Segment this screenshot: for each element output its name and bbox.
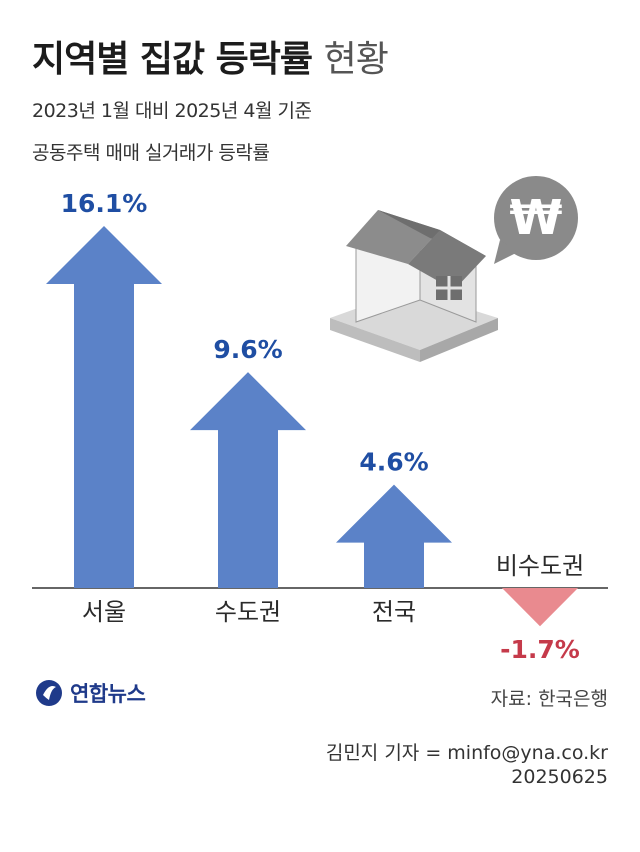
value-label-nationwide: 4.6% <box>359 448 428 477</box>
bar-capital-area <box>190 372 306 588</box>
subtitle-period: 2023년 1월 대비 2025년 4월 기준 <box>32 100 312 122</box>
title-suffix: 현황 <box>323 39 389 80</box>
house-icon <box>330 210 498 362</box>
bar-non-capital-area <box>502 588 578 627</box>
bar-seoul <box>46 226 162 588</box>
bar-nationwide <box>336 484 452 588</box>
yonhap-logo-icon <box>36 680 62 706</box>
source-note: 자료: 한국은행 <box>490 688 608 710</box>
publish-date: 20250625 <box>511 766 608 788</box>
title-main: 지역별 집값 등락률 <box>32 39 313 80</box>
value-label-non-capital-area: -1.7% <box>500 635 580 664</box>
yonhap-logo: 연합뉴스 <box>34 678 146 708</box>
category-label-non-capital-area: 비수도권 <box>496 552 584 580</box>
reporter-credit: 김민지 기자 = minfo@yna.co.kr <box>325 742 608 764</box>
value-label-seoul: 16.1% <box>61 189 148 218</box>
logo-text: 연합뉴스 <box>70 682 146 706</box>
price-bubble: ₩ <box>494 176 578 264</box>
category-label-seoul: 서울 <box>82 598 126 626</box>
value-label-capital-area: 9.6% <box>213 335 282 364</box>
won-icon: ₩ <box>510 190 563 246</box>
category-label-nationwide: 전국 <box>372 598 416 626</box>
subtitle-metric: 공동주택 매매 실거래가 등락률 <box>32 142 270 164</box>
page-title: 지역별 집값 등락률 현황 <box>32 30 389 82</box>
category-label-capital-area: 수도권 <box>215 598 281 626</box>
